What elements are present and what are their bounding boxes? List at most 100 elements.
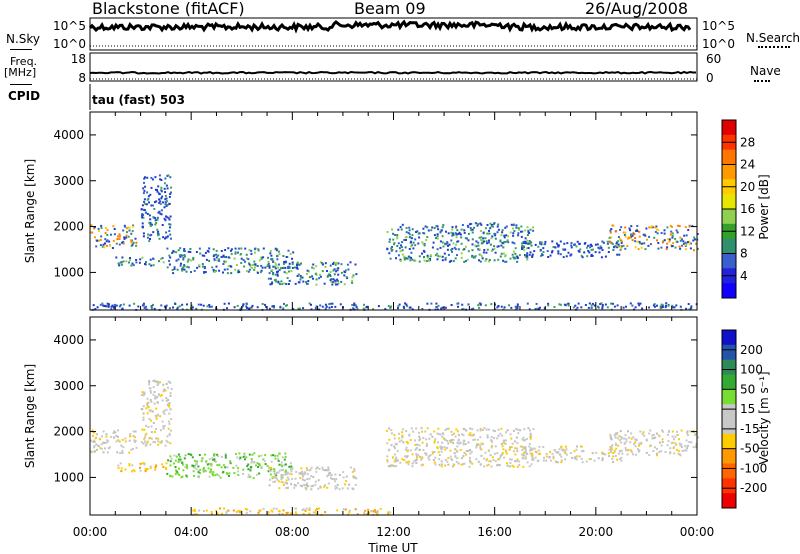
echo-cell	[351, 279, 354, 282]
echo-cell	[194, 465, 196, 467]
echo-cell	[602, 241, 605, 244]
echo-cell	[162, 201, 164, 204]
echo-cell	[406, 257, 409, 260]
echo-cell	[494, 460, 497, 463]
echo-cell	[270, 469, 273, 472]
echo-cell	[438, 463, 441, 466]
echo-cell	[398, 432, 400, 435]
echo-cell	[503, 241, 506, 243]
echo-cell	[242, 455, 245, 458]
echo-cell	[150, 233, 153, 236]
echo-cell	[626, 453, 629, 456]
echo-cell	[638, 240, 641, 243]
echo-cell	[90, 231, 93, 234]
echo-cell	[168, 259, 171, 262]
echo-cell	[356, 513, 359, 516]
echo-cell	[291, 266, 294, 269]
echo-cell	[183, 250, 186, 253]
echo-cell	[278, 253, 281, 256]
echo-cell	[152, 393, 155, 396]
nsky-legend-line	[10, 49, 32, 50]
echo-cell	[663, 232, 666, 235]
echo-cell	[405, 303, 408, 306]
echo-cell	[655, 447, 658, 450]
echo-cell	[446, 248, 449, 251]
echo-cell	[250, 458, 253, 460]
echo-cell	[215, 256, 218, 259]
echo-cell	[316, 466, 319, 469]
echo-cell	[429, 433, 432, 436]
echo-cell	[640, 242, 643, 245]
echo-cell	[150, 419, 152, 422]
echo-cell	[181, 303, 184, 306]
echo-cell	[414, 439, 416, 442]
echo-cell	[305, 281, 308, 283]
echo-cell	[500, 427, 503, 430]
echo-cell	[663, 239, 666, 242]
echo-cell	[437, 255, 440, 258]
echo-cell	[215, 265, 218, 268]
echo-cell	[213, 453, 216, 455]
echo-cell	[530, 244, 533, 247]
echo-cell	[467, 449, 470, 452]
echo-cell	[491, 224, 493, 226]
echo-cell	[299, 472, 302, 475]
echo-cell	[537, 449, 540, 452]
echo-cell	[133, 470, 136, 473]
echo-cell	[420, 464, 423, 467]
echo-cell	[462, 434, 465, 437]
echo-cell	[165, 466, 168, 469]
echo-cell	[331, 477, 334, 480]
echo-cell	[267, 511, 270, 514]
echo-cell	[333, 268, 336, 271]
echo-cell	[130, 244, 133, 247]
echo-cell	[146, 397, 149, 400]
echo-cell	[608, 236, 611, 239]
echo-cell	[280, 474, 283, 477]
echo-cell	[587, 244, 590, 247]
echo-cell	[441, 226, 444, 229]
echo-cell	[235, 464, 238, 467]
echo-cell	[218, 464, 221, 467]
echo-cell	[319, 485, 322, 488]
echo-cell	[236, 456, 239, 459]
nsearch-label: N.Search	[746, 31, 800, 45]
echo-cell	[308, 507, 311, 510]
echo-cell	[481, 429, 484, 431]
echo-cell	[626, 245, 629, 247]
echo-cell	[155, 428, 157, 431]
colorbar-swatch	[722, 359, 736, 375]
echo-cell	[352, 475, 355, 478]
echo-cell	[324, 266, 327, 268]
echo-cell	[518, 228, 520, 231]
echo-cell	[622, 306, 625, 309]
echo-cell	[507, 241, 510, 244]
echo-cell	[93, 226, 96, 229]
echo-cell	[471, 249, 474, 252]
echo-cell	[424, 430, 427, 433]
echo-cell	[291, 263, 294, 266]
echo-cell	[171, 269, 174, 271]
echo-cell	[395, 460, 398, 463]
echo-cell	[475, 245, 478, 248]
echo-cell	[213, 454, 216, 457]
echo-cell	[186, 465, 189, 468]
echo-cell	[273, 468, 276, 471]
echo-cell	[560, 455, 563, 458]
echo-cell	[610, 446, 613, 449]
echo-cell	[679, 247, 682, 250]
echo-cell	[165, 462, 168, 465]
echo-cell	[327, 474, 330, 477]
echo-cell	[480, 442, 483, 445]
echo-cell	[307, 280, 310, 282]
echo-cell	[488, 259, 491, 261]
echo-cell	[157, 437, 160, 440]
echo-cell	[163, 187, 166, 190]
echo-cell	[670, 230, 673, 233]
echo-cell	[237, 474, 240, 476]
echo-cell	[183, 254, 186, 257]
echo-cell	[633, 233, 636, 236]
echo-cell	[477, 244, 480, 247]
echo-cell	[161, 399, 164, 402]
echo-cell	[469, 456, 471, 459]
